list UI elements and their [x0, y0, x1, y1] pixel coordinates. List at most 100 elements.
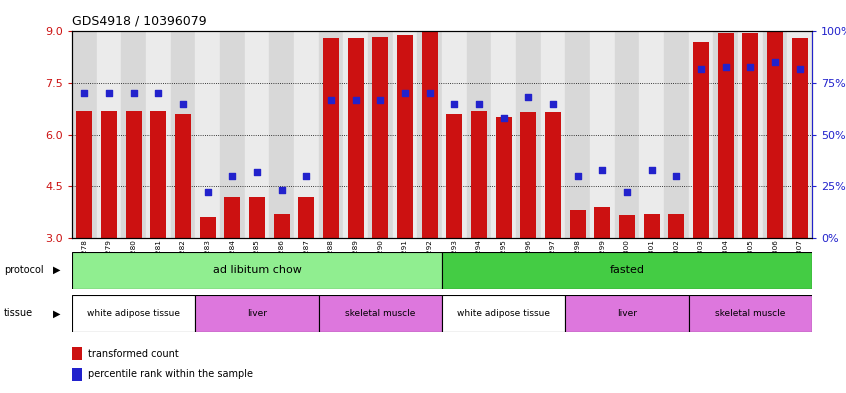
Point [793, 65, 806, 72]
Bar [299, 196, 315, 238]
Point [448, 101, 461, 107]
Bar [565, 31, 590, 238]
Bar [101, 110, 117, 238]
Bar [200, 217, 216, 238]
Bar [343, 31, 368, 238]
Text: fasted: fasted [610, 265, 645, 275]
Point [201, 189, 214, 195]
Bar [319, 295, 442, 332]
Bar [565, 295, 689, 332]
Point [571, 173, 585, 179]
Point [547, 101, 560, 107]
Point [522, 94, 536, 101]
Bar [323, 38, 339, 238]
Bar [372, 37, 388, 238]
Point [250, 169, 264, 175]
Bar [195, 295, 319, 332]
Bar [249, 196, 265, 238]
Bar [492, 31, 516, 238]
Bar [471, 110, 487, 238]
Point [472, 101, 486, 107]
Bar [713, 31, 738, 238]
Bar [146, 31, 171, 238]
Bar [269, 31, 294, 238]
Bar [763, 31, 788, 238]
Bar [788, 31, 812, 238]
Bar [689, 31, 713, 238]
Point [324, 96, 338, 103]
Bar [442, 295, 565, 332]
Bar [319, 31, 343, 238]
Point [645, 167, 658, 173]
Bar [442, 31, 467, 238]
Bar [273, 214, 289, 238]
Point [151, 90, 165, 96]
Bar [668, 214, 684, 238]
Point [620, 189, 634, 195]
Text: GDS4918 / 10396079: GDS4918 / 10396079 [72, 15, 206, 28]
Bar [541, 31, 565, 238]
Bar [72, 252, 442, 289]
Point [127, 90, 140, 96]
Bar [693, 42, 709, 238]
Text: ▶: ▶ [53, 309, 60, 318]
Text: skeletal muscle: skeletal muscle [715, 309, 786, 318]
Bar [224, 196, 240, 238]
Bar [615, 31, 640, 238]
Text: ad libitum chow: ad libitum chow [212, 265, 301, 275]
Bar [72, 295, 195, 332]
Bar [569, 210, 585, 238]
Bar [467, 31, 492, 238]
Point [349, 96, 362, 103]
Bar [590, 31, 615, 238]
Text: tissue: tissue [4, 309, 33, 318]
Bar [689, 295, 812, 332]
Bar [545, 112, 561, 238]
Bar [348, 38, 364, 238]
Bar [171, 31, 195, 238]
Bar [738, 31, 763, 238]
Point [670, 173, 684, 179]
Bar [397, 35, 413, 238]
Bar [294, 31, 319, 238]
Bar [125, 110, 141, 238]
Text: white adipose tissue: white adipose tissue [457, 309, 550, 318]
Bar [595, 207, 611, 238]
Point [497, 115, 510, 121]
Point [226, 173, 239, 179]
Bar [520, 112, 536, 238]
Point [768, 59, 782, 66]
Bar [195, 31, 220, 238]
Bar [417, 31, 442, 238]
Bar [717, 33, 733, 238]
Bar [72, 368, 82, 381]
Text: percentile rank within the sample: percentile rank within the sample [88, 369, 253, 379]
Bar [644, 214, 660, 238]
Bar [421, 31, 437, 238]
Bar [96, 31, 121, 238]
Bar [121, 31, 146, 238]
Point [374, 96, 387, 103]
Point [275, 187, 288, 193]
Bar [175, 114, 191, 238]
Point [102, 90, 116, 96]
Bar [442, 252, 812, 289]
Point [744, 63, 757, 70]
Text: white adipose tissue: white adipose tissue [87, 309, 180, 318]
Text: skeletal muscle: skeletal muscle [345, 309, 415, 318]
Bar [447, 114, 463, 238]
Bar [664, 31, 689, 238]
Text: protocol: protocol [4, 265, 44, 275]
Point [695, 65, 708, 72]
Bar [516, 31, 541, 238]
Bar [393, 31, 417, 238]
Point [719, 63, 733, 70]
Text: ▶: ▶ [53, 265, 60, 275]
Point [423, 90, 437, 96]
Bar [76, 110, 92, 238]
Bar [743, 33, 759, 238]
Text: liver: liver [617, 309, 637, 318]
Point [398, 90, 412, 96]
Bar [220, 31, 244, 238]
Point [299, 173, 313, 179]
